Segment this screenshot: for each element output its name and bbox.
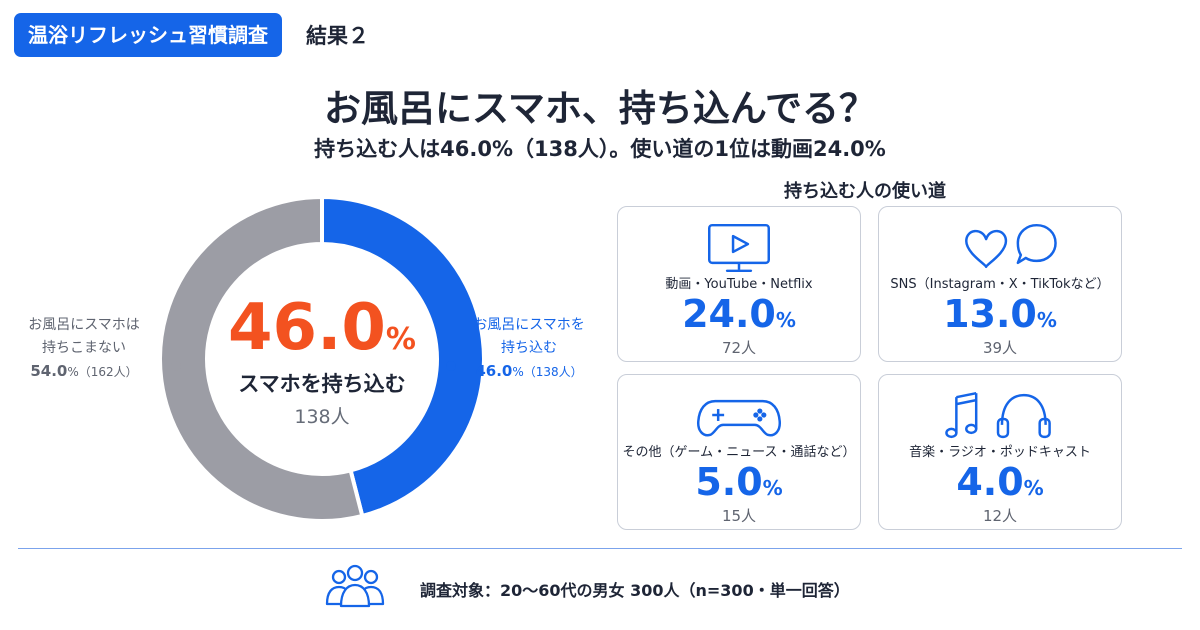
footer-note: 調査対象：20〜60代の男女 300人（n=300・単一回答） [420, 581, 850, 600]
music-headphones-icon [945, 391, 1051, 439]
use-value-number: 5.0 [695, 460, 763, 504]
legend-marker-left [171, 361, 181, 371]
use-value-unit: % [775, 308, 796, 332]
use-count: 39人 [982, 339, 1018, 357]
use-count: 72人 [721, 339, 757, 357]
use-card-other: その他（ゲーム・ニュース・通話など） 5.0% 15人 [617, 374, 861, 530]
donut-center-value: 46.0% [187, 292, 457, 376]
legend-marker-right [446, 361, 456, 371]
donut-slice-not-bring [158, 194, 365, 523]
use-count: 12人 [982, 507, 1018, 525]
use-value-number: 4.0 [956, 460, 1024, 504]
use-category: SNS（Instagram・X・TikTokなど） [890, 277, 1110, 292]
legend-pct: 46.0 [475, 362, 513, 380]
donut-center-unit: % [385, 322, 416, 357]
donut-center-count: 138人 [294, 406, 350, 428]
survey-tag: 温浴リフレッシュ習慣調査 [14, 13, 282, 57]
legend-label-line2: 持ち込む [501, 340, 557, 356]
use-value-number: 13.0 [943, 292, 1037, 336]
page-title: お風呂にスマホ、持ち込んでる？ [323, 87, 877, 130]
use-value: 13.0% [879, 291, 1121, 343]
gamepad-icon [697, 399, 781, 437]
result-label: 結果２ [306, 24, 369, 48]
legend-not-bring: お風呂にスマホは 持ちこまない 54.0%（162人） [10, 314, 158, 384]
use-category: その他（ゲーム・ニュース・通話など） [622, 445, 856, 460]
use-value: 24.0% [618, 291, 860, 343]
tv-play-icon [708, 223, 770, 273]
use-value-unit: % [1036, 308, 1057, 332]
use-value: 4.0% [879, 459, 1121, 511]
use-card-sns: SNS（Instagram・X・TikTokなど） 13.0% 39人 [878, 206, 1122, 362]
uses-title: 持ち込む人の使い道 [784, 181, 946, 202]
legend-label-line2: 持ちこまない [42, 340, 126, 356]
legend-sub: %（138人） [512, 365, 583, 379]
use-card-video: 動画・YouTube・Netflix 24.0% 72人 [617, 206, 861, 362]
use-value-unit: % [762, 476, 783, 500]
donut-center-number: 46.0 [228, 291, 386, 365]
legend-label-line1: お風呂にスマホを [473, 317, 585, 333]
use-value-number: 24.0 [682, 292, 776, 336]
legend-bring: お風呂にスマホを 持ち込む 46.0%（138人） [465, 314, 593, 384]
footer-divider [18, 548, 1182, 549]
donut-center-label: スマホを持ち込む [238, 372, 406, 396]
donut-chart [158, 194, 486, 523]
legend-sub: %（162人） [67, 365, 138, 379]
use-value: 5.0% [618, 459, 860, 511]
use-category: 動画・YouTube・Netflix [665, 277, 813, 292]
use-count: 15人 [721, 507, 757, 525]
use-category: 音楽・ラジオ・ポッドキャスト [909, 445, 1091, 460]
people-icon [325, 564, 385, 608]
page-subtitle: 持ち込む人は46.0%（138人）。使い道の1位は動画24.0% [314, 137, 886, 161]
use-card-music: 音楽・ラジオ・ポッドキャスト 4.0% 12人 [878, 374, 1122, 530]
legend-label-line1: お風呂にスマホは [28, 317, 140, 333]
heart-chat-icon [965, 223, 1057, 269]
use-value-unit: % [1023, 476, 1044, 500]
donut-slice-bring [320, 194, 486, 519]
legend-pct: 54.0 [30, 362, 68, 380]
